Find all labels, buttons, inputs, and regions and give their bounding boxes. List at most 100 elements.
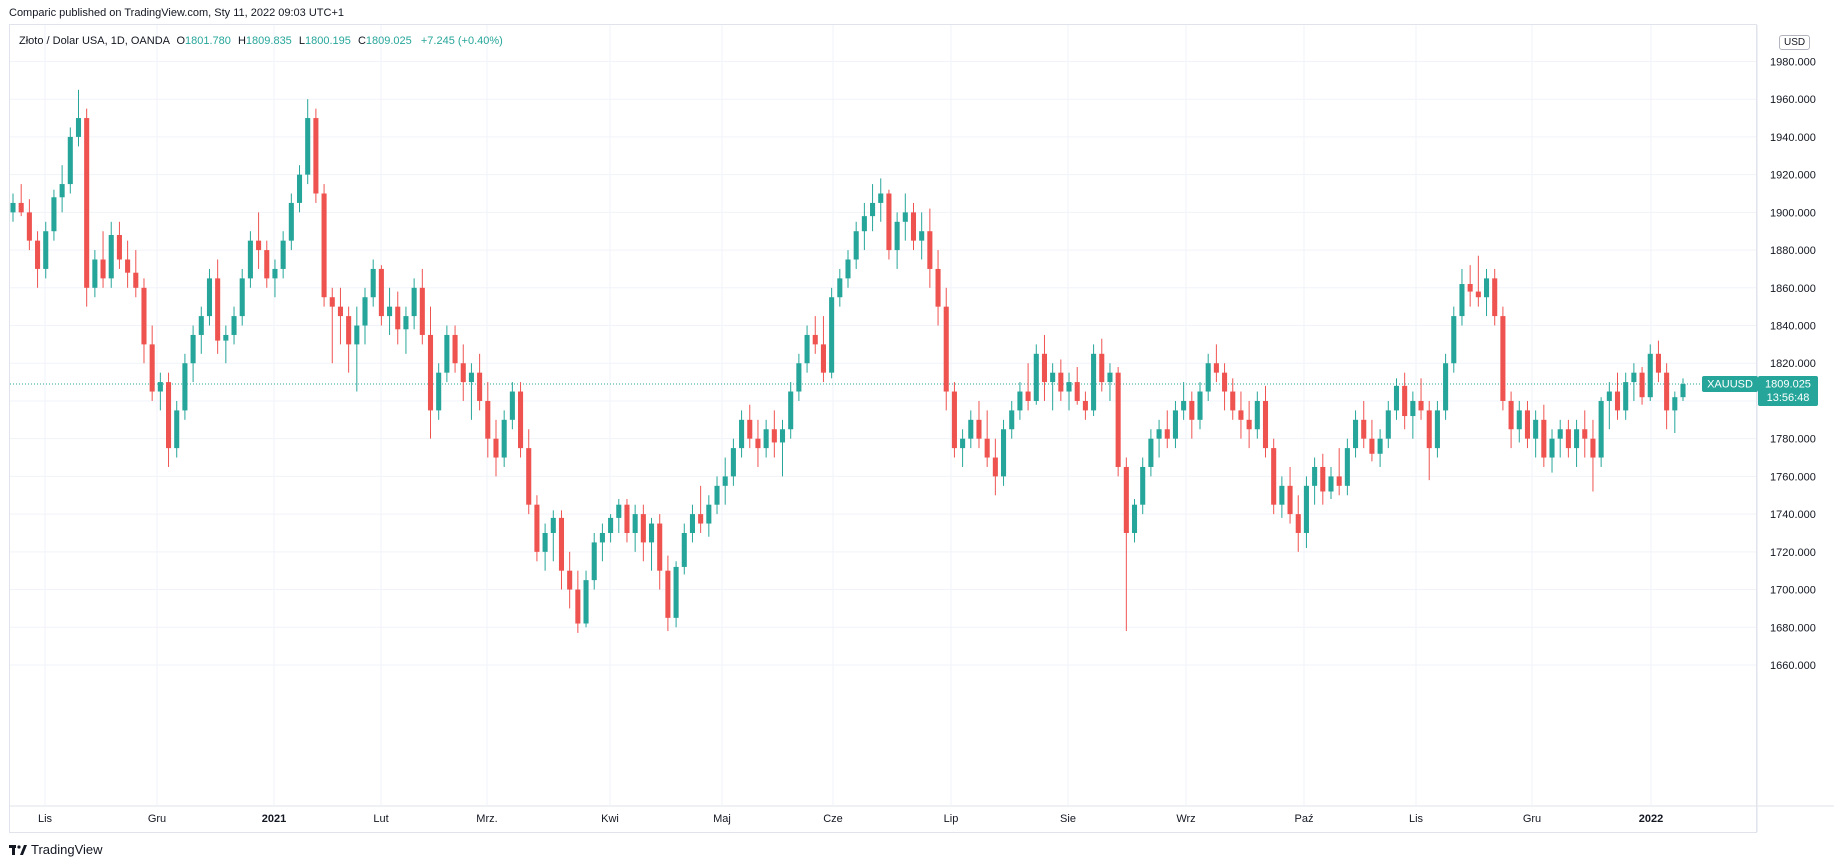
candle-body: [1516, 410, 1522, 430]
candle-body: [951, 391, 957, 449]
candle: [599, 523, 605, 562]
candle-body: [51, 197, 57, 232]
candle-body: [1623, 382, 1629, 411]
candle-body: [640, 514, 646, 543]
x-tick-label: Lut: [373, 813, 388, 825]
candle-body: [1590, 438, 1596, 458]
candle: [1590, 419, 1596, 492]
candle: [902, 193, 908, 241]
candle-body: [542, 532, 548, 552]
candle: [583, 570, 589, 628]
candle-body: [256, 240, 262, 251]
candle-body: [35, 240, 41, 269]
candle-body: [1074, 382, 1080, 401]
candle-body: [763, 429, 769, 449]
candle-body: [485, 400, 491, 439]
candle-body: [935, 268, 941, 307]
candle-body: [804, 334, 810, 364]
candle: [1254, 391, 1260, 439]
candle-body: [575, 589, 581, 624]
candle-body: [1189, 400, 1195, 420]
candle-body: [747, 419, 753, 439]
candle: [256, 212, 262, 269]
candle: [518, 382, 524, 458]
candle-body: [1402, 385, 1408, 417]
candle: [1500, 306, 1506, 411]
x-tick-label: Wrz: [1176, 813, 1195, 825]
candle-body: [493, 438, 499, 458]
candle: [1303, 476, 1309, 549]
candle-body: [321, 193, 327, 298]
candle: [1426, 400, 1432, 481]
candle: [796, 353, 802, 401]
candle: [67, 127, 73, 194]
candle: [1172, 400, 1178, 449]
candle: [1631, 363, 1637, 401]
candle: [1541, 404, 1547, 467]
x-tick-label: Sie: [1060, 813, 1076, 825]
candle-body: [722, 476, 728, 486]
candle-body: [943, 306, 949, 392]
legend-close-value: 1809.025: [365, 35, 412, 47]
candle-body: [665, 570, 671, 618]
y-tick-label: 1720.000: [1770, 547, 1816, 559]
candle: [1377, 429, 1383, 467]
candle-body: [1582, 429, 1588, 439]
candle-body: [313, 118, 319, 194]
candle-body: [75, 118, 82, 137]
candle-body: [174, 410, 180, 449]
currency-button[interactable]: USD: [1779, 35, 1811, 50]
candle-body: [1091, 353, 1097, 411]
candle-body: [1533, 419, 1539, 439]
candle: [1009, 400, 1015, 439]
candle-body: [910, 212, 917, 241]
candle-body: [1131, 504, 1138, 533]
candle: [1467, 265, 1473, 307]
candle: [1287, 466, 1293, 524]
candle-body: [976, 419, 982, 439]
candle-body: [452, 334, 458, 364]
candle: [820, 316, 826, 383]
candle-body: [779, 429, 786, 443]
y-tick-label: 1780.000: [1770, 434, 1816, 446]
candle: [1393, 378, 1400, 420]
candle-body: [1344, 448, 1350, 486]
candle: [313, 108, 319, 203]
candle: [1091, 344, 1097, 417]
candle: [264, 240, 270, 288]
candle-body: [419, 287, 425, 335]
candle: [1246, 400, 1252, 449]
candle: [1410, 391, 1416, 439]
candle-body: [919, 231, 925, 241]
candle-body: [968, 419, 974, 439]
candle-body: [182, 363, 188, 411]
x-tick-label: Mrz.: [476, 813, 497, 825]
candle: [141, 278, 147, 364]
grid-layer: [10, 25, 1756, 805]
candle-body: [1017, 391, 1023, 411]
candle: [1402, 372, 1408, 430]
candle-body: [436, 372, 442, 411]
candle-body: [616, 504, 622, 518]
candle-body: [1639, 372, 1645, 398]
y-tick-label: 1680.000: [1770, 622, 1816, 634]
published-caption: Comparic published on TradingView.com, S…: [9, 7, 344, 19]
candle: [157, 372, 163, 411]
candle-body: [771, 429, 777, 443]
candle: [1344, 438, 1350, 496]
candle-body: [788, 391, 794, 430]
candle: [730, 438, 736, 486]
candle: [1001, 419, 1007, 486]
candle: [247, 231, 253, 288]
x-tick-label: Gru: [148, 813, 166, 825]
candle: [305, 99, 311, 185]
candle: [174, 400, 180, 458]
candle: [133, 250, 139, 298]
legend-symbol[interactable]: Złoto / Dolar USA, 1D, OANDA: [19, 35, 170, 47]
candle-body: [698, 514, 704, 524]
footer-brand[interactable]: TradingView: [9, 842, 103, 857]
x-tick-label: 2022: [1639, 813, 1663, 825]
candle: [1336, 448, 1342, 496]
candle: [1107, 363, 1113, 401]
